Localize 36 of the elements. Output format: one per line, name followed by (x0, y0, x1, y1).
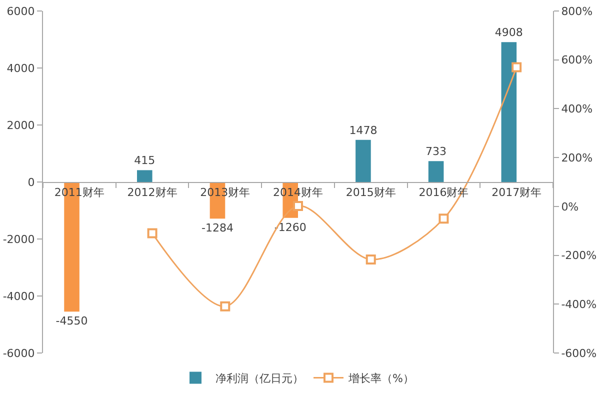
point (438, 214, 449, 224)
data-label: 733 (426, 145, 447, 158)
y-tick-label: -6000 (2, 346, 35, 360)
bar (356, 140, 371, 182)
data-label: -4550 (56, 314, 88, 328)
y2-tick-label: -400% (561, 298, 597, 311)
y-tick-label: 0 (28, 176, 35, 189)
y2-tick-label: 400% (561, 102, 593, 116)
y2-tick-label: -600% (561, 346, 597, 360)
legend-label: 增长率（%） (348, 372, 414, 386)
data-label: 1478 (349, 124, 378, 137)
point (366, 254, 376, 264)
data-label: 415 (134, 154, 156, 168)
y2-tick-label: 800% (561, 4, 593, 18)
point (220, 301, 230, 312)
bar (501, 42, 517, 182)
y-tick-label: -2000 (2, 232, 35, 246)
legend-label: 净利润（亿日元） (216, 372, 304, 386)
y2-tick-label: 600% (561, 54, 593, 67)
y2-tick-label: 0% (561, 200, 579, 214)
point (512, 62, 522, 72)
point (293, 200, 303, 211)
x-tick-label: 2017财年 (492, 186, 542, 200)
x-tick-label: 2015财年 (346, 186, 396, 200)
y-tick-label: 2000 (6, 118, 35, 132)
bar (428, 161, 444, 182)
y-tick-label: -4000 (2, 290, 35, 303)
y-tick-label: 4000 (6, 62, 35, 75)
y2-tick-label: 200% (561, 151, 593, 164)
y-tick-label: 6000 (6, 4, 35, 18)
x-tick-label: 2012财年 (127, 186, 178, 200)
data-label: -1284 (202, 222, 234, 235)
point (147, 228, 158, 238)
bar (136, 170, 152, 182)
y2-tick-label: -200% (561, 249, 597, 262)
data-label: 4908 (494, 26, 523, 40)
